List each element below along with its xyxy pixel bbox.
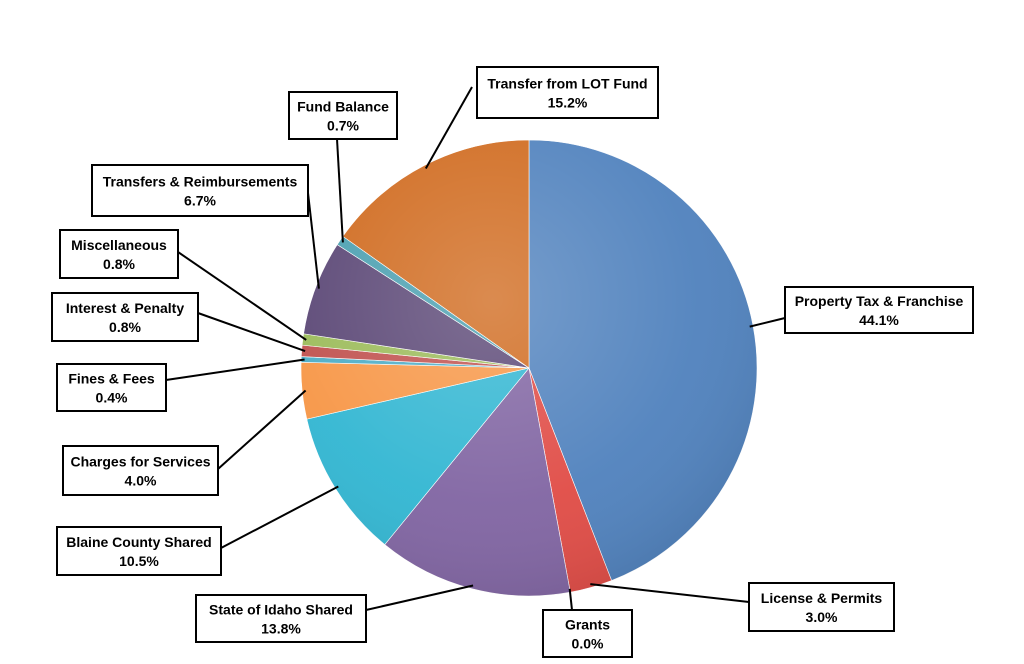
leader-line — [217, 389, 307, 470]
data-label-box — [56, 363, 167, 412]
data-label-box — [195, 594, 367, 643]
data-label-box — [784, 286, 974, 334]
leader-line — [749, 317, 786, 328]
slice-category-label: Charges for Services — [70, 454, 210, 470]
leader-lines — [165, 86, 786, 611]
slice-category-label: Fund Balance — [297, 99, 389, 115]
pie-slices — [300, 139, 758, 597]
slice-category-label: Property Tax & Franchise — [795, 293, 964, 309]
data-labels: Property Tax & Franchise 44.1% License & P… — [51, 66, 974, 658]
data-label-box — [288, 91, 398, 140]
slice-value-label: 10.5% — [119, 553, 159, 569]
data-label: Grants 0.0% — [542, 609, 633, 658]
leader-line — [220, 485, 339, 549]
data-label: State of Idaho Shared 13.8% — [195, 594, 367, 643]
data-label-box — [51, 292, 199, 342]
slice-value-label: 15.2% — [548, 95, 588, 111]
slice-category-label: Interest & Penalty — [66, 300, 184, 316]
data-label-box — [476, 66, 659, 119]
slice-category-label: Blaine County Shared — [66, 534, 211, 550]
leader-line — [177, 251, 307, 341]
data-label: Blaine County Shared 10.5% — [56, 526, 222, 576]
data-label-box — [91, 164, 309, 217]
slice-value-label: 3.0% — [806, 609, 838, 625]
data-label-box — [748, 582, 895, 632]
slice-value-label: 0.4% — [96, 390, 128, 406]
data-label: License & Permits 3.0% — [748, 582, 895, 632]
data-label: Interest & Penalty 0.8% — [51, 292, 199, 342]
data-label: Property Tax & Franchise 44.1% — [784, 286, 974, 334]
data-label: Transfers & Reimbursements 6.7% — [91, 164, 309, 217]
data-label-box — [56, 526, 222, 576]
slice-value-label: 6.7% — [184, 193, 216, 209]
data-label: Fund Balance 0.7% — [288, 91, 398, 140]
data-label: Charges for Services 4.0% — [62, 445, 219, 496]
slice-category-label: Fines & Fees — [68, 371, 155, 387]
slice-category-label: Miscellaneous — [71, 237, 167, 253]
slice-value-label: 0.8% — [103, 256, 135, 272]
slice-value-label: 0.0% — [572, 636, 604, 652]
data-label: Transfer from LOT Fund 15.2% — [476, 66, 659, 119]
slice-value-label: 13.8% — [261, 621, 301, 637]
slice-category-label: Transfer from LOT Fund — [487, 76, 647, 92]
slice-category-label: License & Permits — [761, 590, 883, 606]
slice-value-label: 0.8% — [109, 319, 141, 335]
leader-line — [165, 358, 305, 381]
slice-category-label: Grants — [565, 617, 610, 633]
slice-value-label: 44.1% — [859, 312, 899, 328]
leader-line — [424, 86, 473, 169]
slice-value-label: 4.0% — [125, 473, 157, 489]
slice-category-label: State of Idaho Shared — [209, 602, 353, 618]
leader-line — [197, 312, 306, 353]
leader-line — [365, 584, 474, 611]
data-label: Miscellaneous 0.8% — [59, 229, 179, 279]
data-label-box — [62, 445, 219, 496]
data-label-box — [542, 609, 633, 658]
data-label-box — [59, 229, 179, 279]
data-label: Fines & Fees 0.4% — [56, 363, 167, 412]
slice-value-label: 0.7% — [327, 118, 359, 134]
leader-line — [590, 583, 750, 603]
leader-line — [336, 138, 344, 243]
slice-category-label: Transfers & Reimbursements — [103, 174, 298, 190]
leader-line — [307, 192, 320, 289]
leader-line — [568, 588, 573, 611]
